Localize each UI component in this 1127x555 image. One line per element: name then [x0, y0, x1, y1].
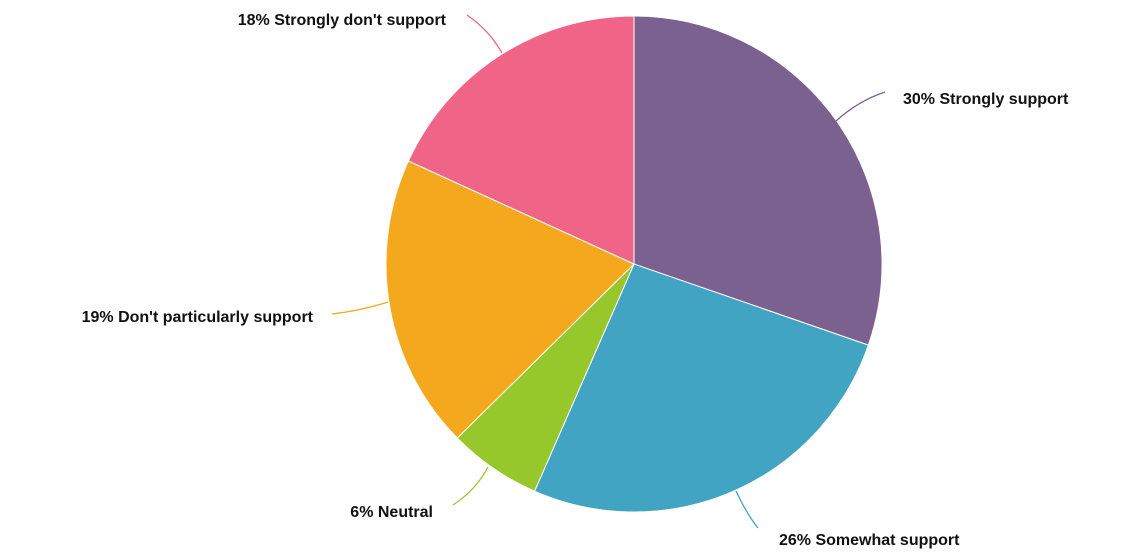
- slice-label: 26% Somewhat support: [779, 532, 960, 549]
- pie-slice: [533, 263, 869, 513]
- slice-label: 30% Strongly support: [903, 91, 1069, 108]
- leader-line: [331, 301, 389, 315]
- leader-line: [735, 490, 759, 529]
- leader-line: [466, 14, 503, 54]
- slice-label: 6% Neutral: [350, 504, 433, 521]
- pie-slice: [407, 15, 635, 265]
- leader-line: [452, 466, 489, 506]
- slice-label: 19% Don't particularly support: [82, 309, 314, 326]
- pie-slice: [385, 160, 635, 439]
- leader-line: [835, 91, 886, 122]
- pie-slices: [385, 15, 883, 513]
- slice-labels: 30% Strongly support 26% Somewhat support…: [82, 12, 1069, 549]
- leader-lines: [331, 14, 886, 529]
- slice-label: 18% Strongly don't support: [238, 12, 447, 29]
